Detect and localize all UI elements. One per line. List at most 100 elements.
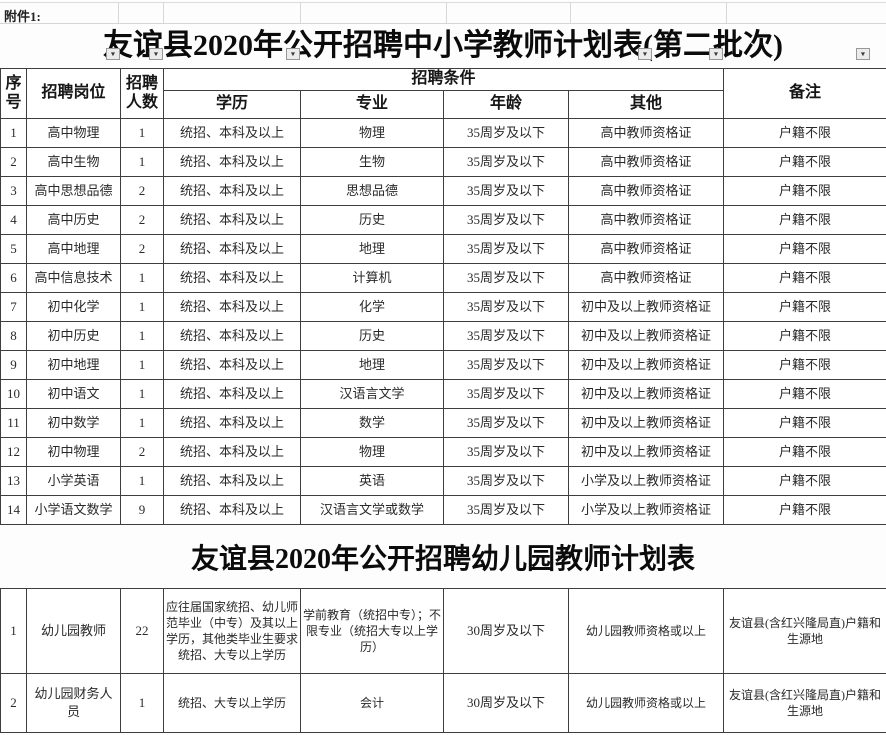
- table-row: 4 高中历史 2 统招、本科及以上 历史 35周岁及以下 高中教师资格证 户籍不限: [0, 205, 886, 235]
- gridline: [726, 3, 727, 23]
- cell-remark: 户籍不限: [723, 408, 886, 438]
- cell-edu: 应往届国家统招、幼儿师范毕业（中专）及其以上学历，其他类毕业生要求统招、大专以上…: [163, 588, 301, 674]
- cell-other: 初中及以上教师资格证: [567, 292, 725, 322]
- cell-edu: 统招、本科及以上: [163, 495, 301, 525]
- cell-position: 高中物理: [26, 118, 121, 148]
- cell-other: 初中及以上教师资格证: [567, 379, 725, 409]
- cell-position: 初中语文: [26, 379, 121, 409]
- cell-age: 30周岁及以下: [443, 673, 569, 733]
- table-row: 12 初中物理 2 统招、本科及以上 物理 35周岁及以下 初中及以上教师资格证 户籍不限: [0, 437, 886, 467]
- cell-count: 1: [120, 408, 164, 438]
- cell-age: 35周岁及以下: [443, 263, 569, 293]
- cell-remark: 户籍不限: [723, 379, 886, 409]
- cell-age: 35周岁及以下: [443, 292, 569, 322]
- cell-count: 1: [120, 466, 164, 496]
- cell-position: 初中物理: [26, 437, 121, 467]
- cell-major: 物理: [300, 437, 444, 467]
- cell-age: 35周岁及以下: [443, 205, 569, 235]
- chevron-down-icon: ▼: [641, 49, 649, 58]
- cell-remark: 户籍不限: [723, 176, 886, 206]
- header-conditions: 招聘条件: [162, 68, 725, 91]
- cell-major: 学前教育（统招中专）；不限专业（统招大专以上学历）: [300, 588, 444, 674]
- cell-count: 1: [120, 350, 164, 380]
- cell-other: 高中教师资格证: [567, 263, 725, 293]
- cell-other: 高中教师资格证: [567, 205, 725, 235]
- chevron-down-icon: ▼: [859, 49, 867, 58]
- cell-count: 22: [120, 588, 164, 674]
- cell-seq: 2: [0, 673, 27, 733]
- cell-age: 35周岁及以下: [443, 118, 569, 148]
- gridline: [446, 3, 447, 23]
- cell-count: 9: [120, 495, 164, 525]
- cell-age: 35周岁及以下: [443, 321, 569, 351]
- cell-position: 幼儿园财务人员: [26, 673, 121, 733]
- filter-dropdown-button[interactable]: ▼: [286, 48, 300, 60]
- cell-count: 1: [120, 118, 164, 148]
- cell-major: 汉语言文学: [300, 379, 444, 409]
- filter-dropdown-button[interactable]: ▼: [106, 48, 120, 60]
- cell-edu: 统招、本科及以上: [163, 263, 301, 293]
- cell-count: 1: [120, 147, 164, 177]
- cell-count: 2: [120, 437, 164, 467]
- table-row: 11 初中数学 1 统招、本科及以上 数学 35周岁及以下 初中及以上教师资格证 户籍不限: [0, 408, 886, 438]
- cell-position: 高中信息技术: [26, 263, 121, 293]
- table-row: 1 高中物理 1 统招、本科及以上 物理 35周岁及以下 高中教师资格证 户籍不限: [0, 118, 886, 148]
- cell-edu: 统招、本科及以上: [163, 321, 301, 351]
- attachment-label: 附件1:: [4, 9, 41, 24]
- cell-other: 初中及以上教师资格证: [567, 408, 725, 438]
- header-major: 专业: [300, 90, 444, 119]
- filter-dropdown-button[interactable]: ▼: [709, 48, 723, 60]
- cell-remark: 户籍不限: [723, 437, 886, 467]
- cell-seq: 5: [0, 234, 27, 264]
- cell-edu: 统招、本科及以上: [163, 205, 301, 235]
- cell-position: 初中历史: [26, 321, 121, 351]
- cell-age: 35周岁及以下: [443, 437, 569, 467]
- cell-major: 化学: [300, 292, 444, 322]
- cell-count: 1: [120, 292, 164, 322]
- cell-age: 35周岁及以下: [443, 176, 569, 206]
- cell-seq: 8: [0, 321, 27, 351]
- cell-position: 初中地理: [26, 350, 121, 380]
- filter-dropdown-button[interactable]: ▼: [638, 48, 652, 60]
- cell-seq: 12: [0, 437, 27, 467]
- table-header: 序号 招聘岗位 招聘人数 招聘条件 备注 学历 专业 年龄 其他: [0, 68, 886, 119]
- chevron-down-icon: ▼: [712, 49, 720, 58]
- cell-edu: 统招、本科及以上: [163, 147, 301, 177]
- header-seq: 序号: [0, 68, 27, 119]
- cell-other: 初中及以上教师资格证: [567, 321, 725, 351]
- gridline: [118, 3, 119, 23]
- table-row: 1 幼儿园教师 22 应往届国家统招、幼儿师范毕业（中专）及其以上学历，其他类毕业生要…: [0, 588, 886, 674]
- cell-seq: 4: [0, 205, 27, 235]
- cell-seq: 6: [0, 263, 27, 293]
- header-education: 学历: [163, 90, 301, 119]
- cell-other: 幼儿园教师资格或以上: [568, 588, 724, 674]
- cell-age: 30周岁及以下: [443, 588, 569, 674]
- cell-count: 2: [120, 234, 164, 264]
- filter-dropdown-button[interactable]: ▼: [149, 48, 163, 60]
- header-count: 招聘人数: [120, 68, 164, 119]
- table2-title: 友谊县2020年公开招聘幼儿园教师计划表: [190, 544, 695, 575]
- cell-major: 地理: [300, 350, 444, 380]
- cell-age: 35周岁及以下: [443, 234, 569, 264]
- cell-seq: 7: [0, 292, 27, 322]
- cell-major: 物理: [300, 118, 444, 148]
- chevron-down-icon: ▼: [109, 49, 117, 58]
- recruitment-table: 序号 招聘岗位 招聘人数 招聘条件 备注 学历 专业 年龄 其他 1 高中物理 1 统…: [0, 68, 886, 525]
- cell-age: 35周岁及以下: [443, 495, 569, 525]
- cell-major: 汉语言文学或数学: [300, 495, 444, 525]
- cell-remark: 户籍不限: [723, 118, 886, 148]
- cell-count: 2: [120, 176, 164, 206]
- cell-other: 幼儿园教师资格或以上: [568, 673, 724, 733]
- header-remark: 备注: [723, 68, 886, 119]
- filter-dropdown-button[interactable]: ▼: [856, 48, 870, 60]
- cell-other: 高中教师资格证: [567, 176, 725, 206]
- table-row: 2 高中生物 1 统招、本科及以上 生物 35周岁及以下 高中教师资格证 户籍不限: [0, 147, 886, 177]
- cell-major: 生物: [300, 147, 444, 177]
- cell-other: 高中教师资格证: [567, 234, 725, 264]
- cell-remark: 户籍不限: [723, 147, 886, 177]
- cell-edu: 统招、本科及以上: [163, 292, 301, 322]
- cell-remark: 户籍不限: [723, 292, 886, 322]
- cell-seq: 11: [0, 408, 27, 438]
- gridline: [300, 3, 301, 23]
